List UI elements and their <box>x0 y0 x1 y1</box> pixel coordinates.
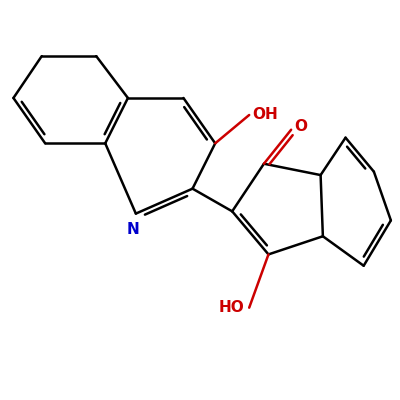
Text: HO: HO <box>218 300 244 315</box>
Text: N: N <box>126 222 139 237</box>
Text: O: O <box>294 119 308 134</box>
Text: OH: OH <box>252 108 278 122</box>
